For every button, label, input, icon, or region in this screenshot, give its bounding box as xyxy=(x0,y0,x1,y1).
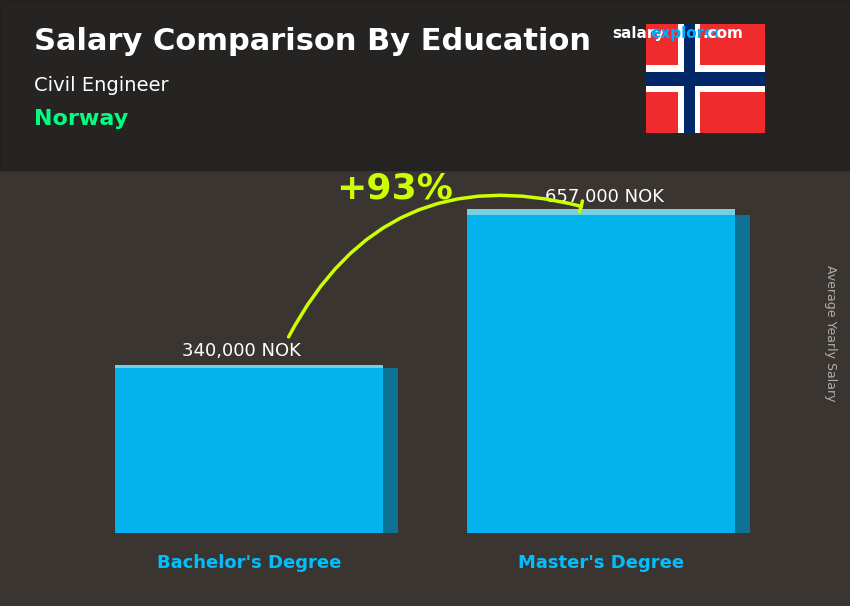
Text: Average Yearly Salary: Average Yearly Salary xyxy=(824,265,837,402)
FancyBboxPatch shape xyxy=(116,365,382,368)
FancyBboxPatch shape xyxy=(467,215,734,533)
FancyBboxPatch shape xyxy=(116,368,382,533)
Text: Norway: Norway xyxy=(34,109,128,129)
Bar xyxy=(646,65,765,92)
Bar xyxy=(684,24,694,133)
Text: Salary Comparison By Education: Salary Comparison By Education xyxy=(34,27,591,56)
Text: Civil Engineer: Civil Engineer xyxy=(34,76,168,95)
FancyBboxPatch shape xyxy=(467,209,734,215)
Text: .com: .com xyxy=(703,26,744,41)
Text: salary: salary xyxy=(612,26,665,41)
Text: explorer: explorer xyxy=(650,26,722,41)
Text: Master's Degree: Master's Degree xyxy=(518,554,684,571)
Bar xyxy=(646,72,765,85)
Text: 657,000 NOK: 657,000 NOK xyxy=(546,188,664,206)
Text: Bachelor's Degree: Bachelor's Degree xyxy=(157,554,341,571)
Bar xyxy=(678,24,700,133)
Text: 340,000 NOK: 340,000 NOK xyxy=(182,342,301,360)
FancyBboxPatch shape xyxy=(382,368,398,533)
FancyBboxPatch shape xyxy=(734,215,750,533)
Text: +93%: +93% xyxy=(336,171,453,205)
